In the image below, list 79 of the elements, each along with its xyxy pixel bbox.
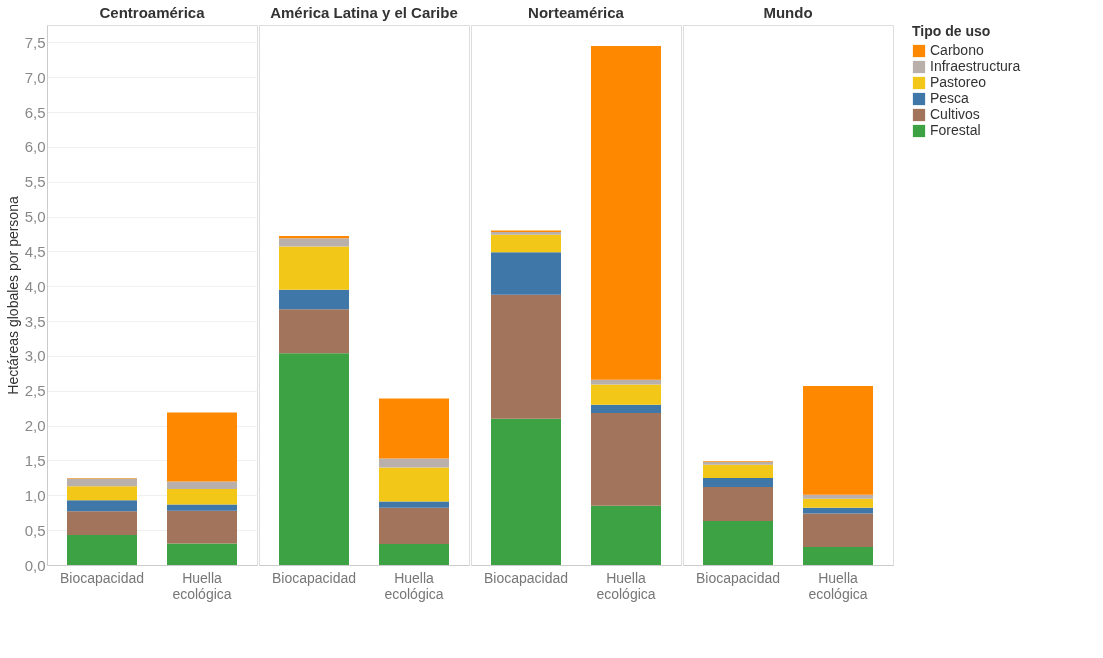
bar [379, 398, 449, 459]
bar [591, 384, 661, 405]
bar [67, 535, 137, 565]
bar [803, 494, 873, 499]
y-tick-label: 3,5 [24, 312, 46, 330]
chart-title: Mundo [763, 4, 813, 21]
bar [379, 458, 449, 468]
bar [279, 353, 349, 565]
legend-label: Pastoreo [930, 74, 987, 90]
bar [279, 236, 349, 239]
bar [803, 507, 873, 514]
x-tick-label: Huella ecológica [596, 569, 656, 602]
legend-label: Cultivos [930, 106, 980, 122]
bar [803, 513, 873, 547]
bar [803, 385, 873, 495]
bar [279, 309, 349, 354]
x-tick-label: Biocapacidad [271, 569, 357, 586]
legend-title: Tipo de uso [912, 23, 991, 39]
y-tick-label: 0,0 [24, 556, 46, 574]
bar [279, 289, 349, 310]
y-tick-label: 0,5 [24, 521, 46, 539]
y-tick-label: 2,5 [24, 382, 46, 400]
x-tick-label: Biocapacidad [59, 569, 145, 586]
y-tick-label: 5,0 [24, 208, 46, 226]
y-axis-title: Hectáreas globales por persona [4, 196, 21, 395]
bar [491, 252, 561, 295]
x-tick-label: Huella ecológica [808, 569, 868, 602]
y-tick-label: 6,0 [24, 138, 46, 156]
bar [67, 486, 137, 501]
bar [491, 418, 561, 565]
bar [591, 413, 661, 506]
y-tick-label: 7,0 [24, 68, 46, 86]
y-tick-label: 1,5 [24, 451, 46, 469]
bar [67, 478, 137, 487]
bar [591, 379, 661, 385]
bar [67, 511, 137, 536]
y-tick-label: 1,0 [24, 486, 46, 504]
x-tick-label: Huella ecológica [384, 569, 444, 602]
legend-label: Carbono [930, 42, 984, 58]
bar [803, 498, 873, 508]
legend-label: Pesca [930, 90, 970, 106]
bar [167, 510, 237, 544]
chart-title: Norteamérica [528, 4, 625, 21]
bar [703, 464, 773, 478]
bar [591, 45, 661, 380]
bar [279, 238, 349, 247]
x-tick-label: Biocapacidad [695, 569, 781, 586]
y-tick-label: 4,0 [24, 277, 46, 295]
bar [167, 543, 237, 565]
chart-title: Centroamérica [99, 4, 206, 21]
x-tick-label: Biocapacidad [483, 569, 569, 586]
bar [591, 505, 661, 565]
bar [703, 477, 773, 487]
bar [591, 404, 661, 414]
y-tick-label: 5,5 [24, 173, 46, 191]
y-tick-label: 4,5 [24, 242, 46, 260]
bar [379, 507, 449, 545]
bar [167, 481, 237, 490]
bar [279, 246, 349, 290]
y-tick-label: 3,0 [24, 347, 46, 365]
x-tick-label: Huella ecológica [172, 569, 232, 602]
chart-title: América Latina y el Caribe [270, 4, 458, 21]
bar [491, 294, 561, 419]
bar [67, 500, 137, 512]
y-tick-label: 6,5 [24, 103, 46, 121]
legend-label: Infraestructura [930, 58, 1021, 74]
y-tick-label: 7,5 [24, 33, 46, 51]
bar [491, 234, 561, 253]
legend-label: Forestal [930, 122, 981, 138]
bar [803, 546, 873, 565]
bar [379, 501, 449, 508]
bar [167, 489, 237, 505]
bar [379, 467, 449, 502]
bar [167, 504, 237, 511]
bar [379, 544, 449, 565]
bar [167, 412, 237, 482]
y-tick-label: 2,0 [24, 417, 46, 435]
bar [703, 521, 773, 565]
bar [703, 486, 773, 522]
